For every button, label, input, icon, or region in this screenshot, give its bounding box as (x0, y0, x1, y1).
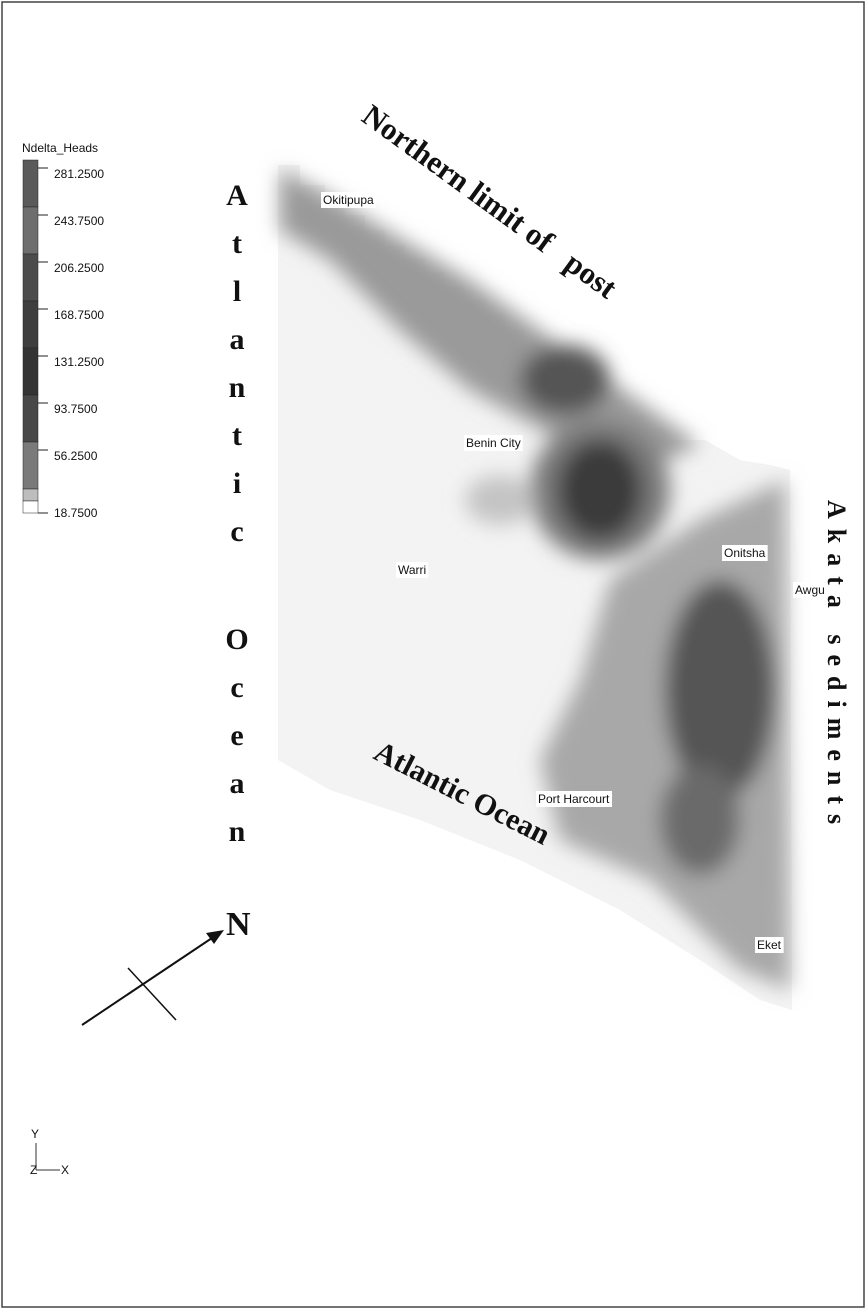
legend-swatch (23, 207, 38, 254)
legend-swatch (23, 348, 38, 395)
west-shade (465, 475, 535, 525)
place-label: Port Harcourt (538, 792, 610, 806)
legend-swatch (23, 395, 38, 442)
benin-core (558, 440, 642, 540)
akata-label: Akata sediments (822, 500, 851, 834)
axis-z: Z (30, 1163, 37, 1177)
place-label: Warri (398, 563, 426, 577)
legend-swatch (23, 160, 38, 207)
legend-swatch (23, 254, 38, 301)
place-label: Benin City (466, 436, 521, 450)
south-core (660, 765, 740, 875)
place-label: Okitipupa (323, 193, 374, 207)
legend-title: Ndelta_Heads (22, 141, 98, 155)
legend-label: 56.2500 (54, 449, 98, 463)
legend-swatch (23, 442, 38, 489)
legend-swatch (23, 489, 38, 501)
axis-x: X (61, 1163, 69, 1177)
legend-label: 243.7500 (54, 214, 104, 228)
place-label: Onitsha (724, 546, 766, 560)
awgu-core (665, 580, 775, 800)
north-label: N (226, 906, 251, 943)
legend-label: 93.7500 (54, 402, 98, 416)
north-core (520, 345, 610, 415)
figure: Ndelta_Heads 281.2500 243.7500 206.2500 168… (0, 0, 867, 1310)
legend-swatch (23, 301, 38, 348)
legend-label: 168.7500 (54, 308, 104, 322)
legend-swatch (23, 501, 38, 513)
legend-label: 131.2500 (54, 355, 104, 369)
legend-label: 206.2500 (54, 261, 104, 275)
place-label: Eket (757, 938, 782, 952)
place-label: Awgu (795, 583, 825, 597)
legend-label: 18.7500 (54, 506, 98, 520)
legend-label: 281.2500 (54, 167, 104, 181)
axis-y: Y (31, 1127, 39, 1141)
